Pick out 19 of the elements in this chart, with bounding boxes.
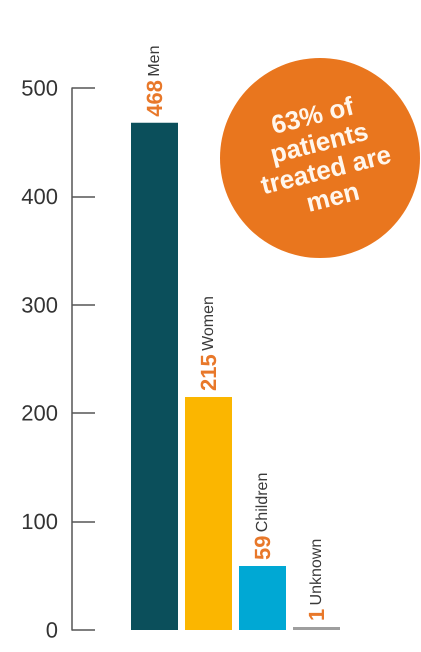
data-label: 59 [250,536,275,560]
x-tick-label: Women [200,296,217,351]
y-tick-label: 400 [21,184,58,209]
y-tick-label: 100 [21,509,58,534]
x-tick-label: Children [254,472,271,532]
x-tick-label: Unknown [308,538,325,606]
data-label: 1 [304,608,329,621]
y-tick-label: 300 [21,292,58,318]
data-label: 215 [196,354,221,391]
annotation: 63% of patients treated are men [256,90,396,220]
y-tick-label: 0 [46,618,58,642]
x-tick-label: Men [146,46,163,77]
bar [131,122,178,630]
y-tick-label: 500 [21,76,58,100]
y-tick-label: 200 [21,400,58,426]
bar [239,566,286,630]
bar [293,627,340,630]
data-label: 468 [142,80,167,117]
bar [185,396,232,630]
